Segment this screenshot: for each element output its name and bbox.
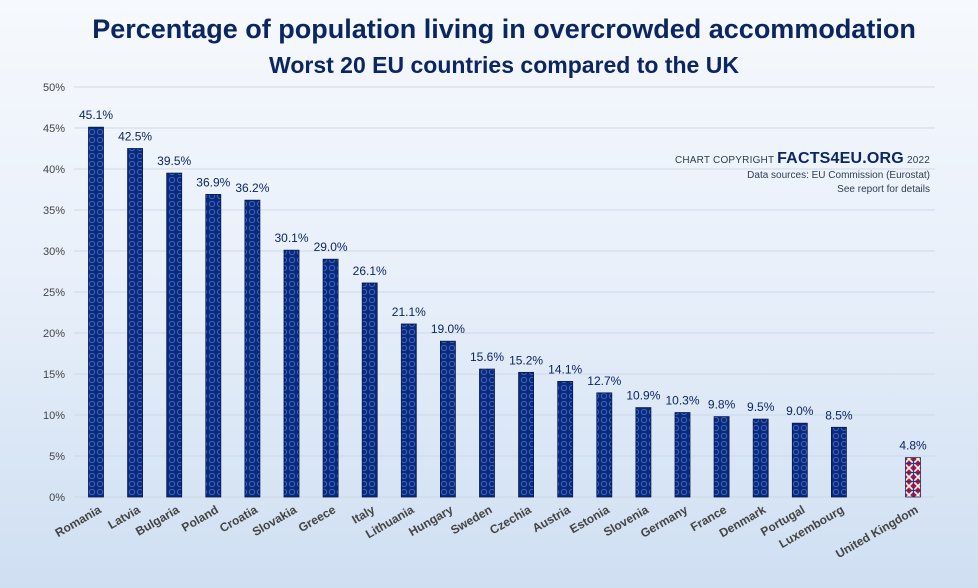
bar [361,282,378,498]
y-tick-label: 35% [43,205,65,217]
brand-name: FACTS4EU.ORG [777,150,904,167]
data-label: 9.5% [747,400,775,414]
bar-united-kingdom [905,457,921,498]
bar [205,194,222,498]
data-label: 9.8% [708,398,736,412]
y-tick-label: 0% [49,492,65,504]
data-label: 42.5% [118,130,152,144]
x-tick-label: Sweden [448,502,494,537]
copyright-prefix: CHART COPYRIGHT [674,155,775,166]
data-label: 30.1% [274,231,308,245]
data-label: 36.9% [196,175,230,189]
bar [322,258,339,498]
bar [596,392,613,498]
y-tick-label: 50% [43,82,65,94]
data-label: 19.0% [431,322,465,336]
x-tick-label: Austria [530,502,573,535]
data-label: 26.1% [353,264,387,278]
bar [400,323,417,498]
bar [244,199,261,498]
bar [166,172,183,498]
x-tick-label: Slovakia [250,502,299,539]
data-label: 15.6% [470,350,504,364]
bar [791,422,808,498]
data-label: 10.9% [626,389,660,403]
x-tick-label: Czechia [487,502,534,537]
x-tick-label: Romania [53,502,104,540]
data-source-note: Data sources: EU Commission (Eurostat) [747,170,930,181]
data-label: 36.2% [235,181,269,195]
x-tick-label: Poland [179,502,221,534]
chart-subtitle: Worst 20 EU countries compared to the UK [269,52,739,78]
data-label: 10.3% [665,394,699,408]
bar [635,407,652,498]
x-tick-label: Greece [296,502,339,535]
data-label: 4.8% [899,439,927,453]
bar [88,126,104,498]
chart-title: Percentage of population living in overc… [92,14,916,44]
chart-credit: CHART COPYRIGHT FACTS4EU.ORG 2022 [675,150,930,168]
y-tick-label: 20% [43,328,65,340]
y-tick-label: 40% [43,164,65,176]
data-label: 45.1% [79,108,113,122]
bar [127,148,143,498]
y-tick-label: 15% [43,369,65,381]
details-note: See report for details [837,184,930,195]
data-label: 8.5% [825,408,853,422]
y-tick-label: 25% [43,287,65,299]
bar [479,368,495,498]
bar [439,340,456,498]
data-label: 12.7% [587,374,621,388]
y-tick-label: 5% [49,451,65,463]
data-label: 39.5% [157,154,191,168]
y-tick-label: 30% [43,246,65,258]
data-label: 14.1% [548,362,582,376]
bar [557,380,574,498]
bar [752,418,769,498]
y-tick-label: 10% [43,410,65,422]
data-label: 21.1% [392,305,426,319]
data-label: 9.0% [786,404,814,418]
bar [831,426,847,498]
x-tick-label: Bulgaria [133,502,182,538]
x-tick-label: Hungary [406,502,455,539]
data-label: 15.2% [509,353,543,367]
bar [518,371,534,498]
copyright-year: 2022 [906,155,930,166]
data-label: 29.0% [314,240,348,254]
x-tick-label: United Kingdom [833,502,920,560]
bar [283,249,300,498]
bar [713,416,730,498]
bar [674,412,691,498]
y-tick-label: 45% [43,123,65,135]
